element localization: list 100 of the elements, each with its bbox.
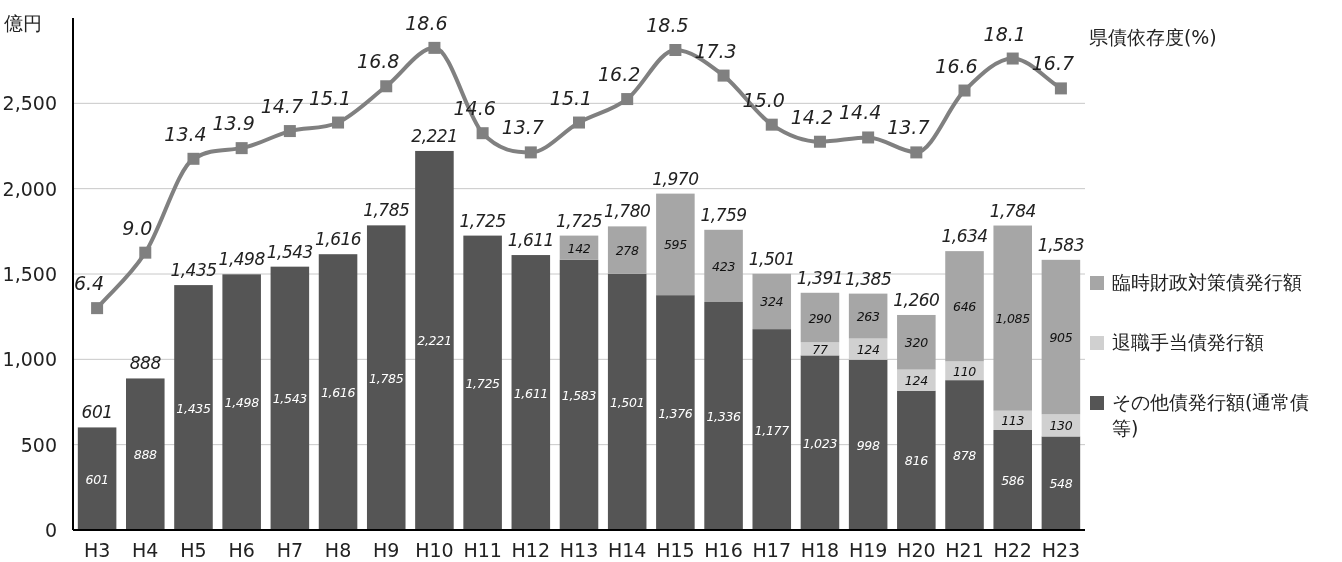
- x-tick-label: H21: [945, 539, 984, 561]
- y-axis-title: 億円: [4, 12, 42, 34]
- point: [283, 125, 296, 138]
- point: [428, 41, 441, 54]
- point: [476, 127, 489, 140]
- bar: [800, 355, 840, 530]
- bar: [656, 295, 695, 530]
- total-label: 1,725: [459, 210, 506, 231]
- data-label: 16.8: [357, 50, 400, 73]
- x-tick-label: H13: [559, 539, 599, 561]
- bar: [1041, 259, 1081, 415]
- bar: [415, 150, 454, 530]
- legend-label: 退職手当債発行額: [1112, 330, 1264, 355]
- bar: [1041, 436, 1081, 530]
- data-label: 278: [615, 243, 640, 259]
- point: [139, 246, 152, 259]
- data-label: 16.2: [598, 63, 641, 86]
- x-tick-label: H14: [607, 539, 647, 561]
- total-label: 1,970: [652, 168, 699, 189]
- y-tick-label: 1,500: [2, 263, 57, 285]
- data-label: 548: [1049, 476, 1073, 492]
- data-label: 290: [808, 310, 832, 326]
- data-label: 878: [953, 448, 977, 464]
- data-label: 6.4: [73, 272, 105, 295]
- bar: [463, 235, 502, 530]
- data-label: 14.4: [838, 101, 882, 124]
- data-label: 601: [85, 471, 109, 487]
- x-tick-label: H9: [373, 539, 400, 561]
- x-tick-label: H11: [463, 539, 502, 561]
- total-label: 1,498: [218, 249, 266, 270]
- data-label: 1,177: [754, 422, 790, 438]
- data-label: 14.7: [260, 95, 304, 118]
- data-label: 1,435: [176, 400, 211, 416]
- data-label: 18.1: [983, 22, 1026, 45]
- data-label: 13.9: [212, 112, 255, 135]
- total-label: 2,221: [411, 125, 458, 146]
- total-label: 1,759: [700, 204, 747, 225]
- total-label: 1,260: [893, 289, 940, 310]
- bar: [607, 226, 647, 274]
- point: [669, 44, 682, 56]
- x-tick-label: H8: [324, 539, 352, 561]
- data-label: 77: [812, 341, 828, 357]
- point: [717, 69, 730, 82]
- data-label: 2,221: [417, 333, 452, 349]
- data-label: 888: [133, 447, 158, 463]
- data-label: 1,543: [272, 391, 308, 407]
- data-label: 905: [1049, 330, 1073, 346]
- data-label: 13.7: [501, 116, 544, 139]
- x-tick-label: H17: [752, 539, 791, 561]
- point: [524, 146, 537, 159]
- bar: [270, 266, 310, 530]
- data-label: 15.1: [308, 86, 352, 109]
- total-label: 1,785: [363, 200, 410, 221]
- point: [862, 131, 875, 144]
- data-label: 1,785: [369, 370, 404, 386]
- x-tick-label: H10: [415, 539, 454, 561]
- bar: [945, 251, 984, 362]
- total-label: 1,583: [1037, 234, 1084, 255]
- bar: [993, 429, 1032, 530]
- data-label: 14.2: [790, 105, 834, 128]
- point: [910, 146, 923, 159]
- data-label: 1,023: [802, 435, 838, 451]
- x-tick-label: H22: [993, 539, 1032, 561]
- total-label: 888: [129, 353, 162, 374]
- bar: [897, 314, 936, 370]
- bar: [752, 329, 792, 530]
- data-label: 1,725: [465, 375, 501, 391]
- data-label: 1,498: [224, 395, 260, 411]
- y-tick-label: 500: [20, 433, 57, 456]
- bar: [77, 427, 117, 530]
- data-label: 16.6: [935, 54, 978, 77]
- total-label: 1,501: [748, 248, 795, 269]
- point: [332, 116, 345, 129]
- point: [1054, 82, 1067, 95]
- bar: [318, 254, 358, 530]
- total-label: 1,634: [941, 226, 988, 247]
- data-label: 320: [904, 335, 929, 351]
- data-label: 324: [760, 294, 784, 310]
- data-label: 18.6: [405, 11, 448, 34]
- x-tick-label: H7: [276, 539, 304, 561]
- data-label: 646: [953, 299, 977, 315]
- data-label: 1,336: [706, 408, 742, 424]
- bar: [752, 273, 792, 330]
- total-label: 1,543: [266, 241, 313, 262]
- data-label: 124: [856, 342, 880, 358]
- data-label: 16.7: [1031, 52, 1075, 75]
- y-tick-label: 1,000: [2, 348, 57, 371]
- total-label: 1,385: [845, 268, 892, 289]
- bar: [897, 390, 936, 530]
- data-label: 13.4: [164, 122, 207, 145]
- bar: [656, 193, 695, 296]
- bar: [848, 293, 888, 339]
- point: [958, 84, 971, 97]
- x-tick-label: H12: [511, 539, 551, 561]
- bar: [704, 229, 743, 302]
- y-tick-label: 0: [44, 519, 57, 541]
- data-label: 15.1: [549, 86, 593, 109]
- total-label: 1,616: [314, 229, 362, 250]
- data-label: 1,611: [513, 385, 548, 401]
- bar: [848, 359, 888, 530]
